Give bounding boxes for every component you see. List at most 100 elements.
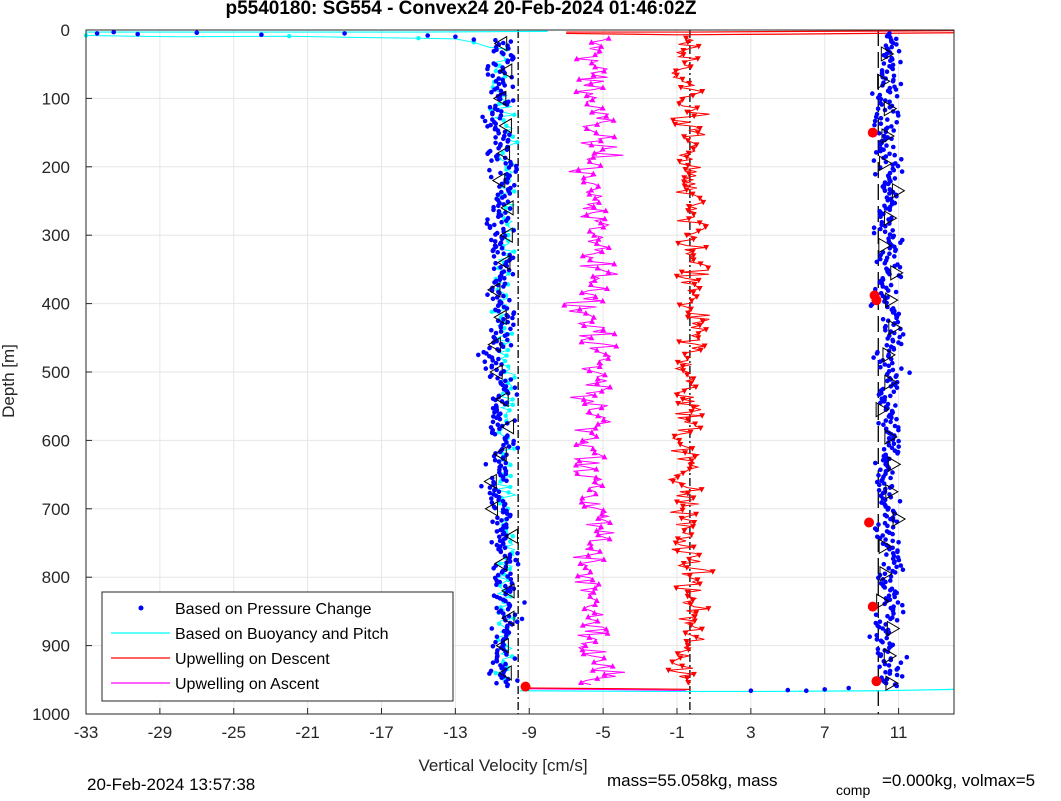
- data-point: [692, 421, 699, 427]
- data-point: [697, 261, 704, 267]
- data-point: [502, 129, 508, 135]
- data-point: [509, 331, 515, 336]
- data-point: [498, 329, 504, 334]
- data-point: [886, 363, 891, 369]
- data-point: [499, 665, 505, 671]
- data-point: [497, 426, 502, 432]
- data-point: [505, 337, 510, 343]
- data-point: [476, 352, 481, 358]
- data-point: [519, 616, 525, 622]
- data-point: [453, 34, 458, 40]
- data-point: [685, 138, 692, 144]
- data-point: [496, 146, 501, 151]
- data-point: [684, 589, 691, 596]
- data-point: [683, 232, 690, 239]
- data-point: [676, 158, 683, 165]
- data-point: [691, 454, 698, 460]
- data-point: [508, 577, 514, 582]
- data-point: [490, 644, 496, 649]
- data-point: [893, 87, 899, 92]
- data-point: [894, 667, 899, 672]
- data-point: [111, 29, 116, 35]
- data-point: [686, 80, 693, 87]
- data-point: [504, 516, 510, 522]
- data-point: [482, 359, 488, 365]
- data-point: [598, 404, 605, 411]
- data-point: [876, 488, 882, 493]
- data-point: [887, 251, 892, 256]
- data-point: [873, 286, 878, 292]
- direction-marker: [877, 73, 891, 90]
- data-point: [888, 475, 893, 481]
- data-point: [701, 343, 708, 350]
- data-point: [494, 582, 499, 587]
- data-point: [611, 133, 618, 140]
- y-tick-label: 0: [61, 21, 70, 40]
- data-point: [900, 567, 906, 572]
- series-line: [566, 32, 955, 36]
- data-point: [502, 333, 508, 339]
- data-point: [703, 245, 710, 251]
- data-point: [896, 557, 902, 563]
- data-point: [689, 249, 696, 255]
- data-point: [590, 589, 597, 595]
- data-point: [890, 367, 896, 373]
- data-point: [492, 222, 497, 228]
- data-point: [493, 135, 498, 140]
- data-point: [596, 47, 603, 54]
- data-point: [498, 170, 503, 176]
- data-point: [676, 101, 683, 107]
- data-point: [479, 483, 484, 489]
- data-point: [499, 109, 504, 114]
- series-line: [85, 35, 519, 682]
- data-point: [690, 257, 697, 263]
- data-point: [583, 125, 590, 131]
- data-point: [507, 132, 512, 137]
- data-point: [678, 515, 685, 522]
- data-point: [691, 519, 698, 526]
- series-pressure-change: [94, 29, 912, 693]
- data-point: [561, 301, 568, 308]
- data-point: [489, 237, 494, 243]
- data-point: [679, 364, 686, 370]
- data-point: [497, 115, 503, 121]
- data-point: [890, 228, 895, 233]
- data-point: [485, 66, 490, 72]
- data-point: [691, 281, 698, 288]
- data-point: [589, 576, 596, 583]
- data-point: [699, 413, 706, 419]
- data-point: [578, 679, 585, 686]
- data-point: [696, 322, 703, 329]
- data-point: [876, 473, 881, 478]
- data-point: [687, 64, 694, 70]
- data-point: [699, 89, 706, 95]
- data-point: [694, 577, 701, 583]
- data-point: [894, 672, 900, 678]
- data-point: [685, 216, 692, 222]
- data-point: [674, 359, 681, 366]
- data-point: [505, 607, 511, 612]
- data-point: [496, 203, 501, 209]
- data-point: [485, 217, 490, 222]
- data-point: [471, 37, 477, 42]
- data-point: [681, 183, 688, 189]
- data-point: [696, 552, 703, 559]
- data-point: [501, 40, 506, 46]
- data-point: [487, 105, 493, 110]
- data-point: [593, 347, 600, 353]
- data-point: [585, 613, 592, 620]
- data-point: [487, 485, 493, 490]
- data-point: [495, 318, 501, 324]
- data-point: [879, 222, 884, 228]
- data-point: [867, 634, 872, 639]
- data-point: [502, 358, 508, 364]
- x-tick-label: -5: [596, 723, 611, 742]
- data-point: [898, 341, 904, 347]
- data-point: [508, 473, 513, 479]
- data-point: [875, 106, 881, 111]
- data-point: [679, 97, 686, 103]
- data-point: [494, 680, 499, 686]
- data-point: [896, 48, 902, 54]
- data-point: [579, 437, 586, 443]
- data-point: [590, 314, 597, 320]
